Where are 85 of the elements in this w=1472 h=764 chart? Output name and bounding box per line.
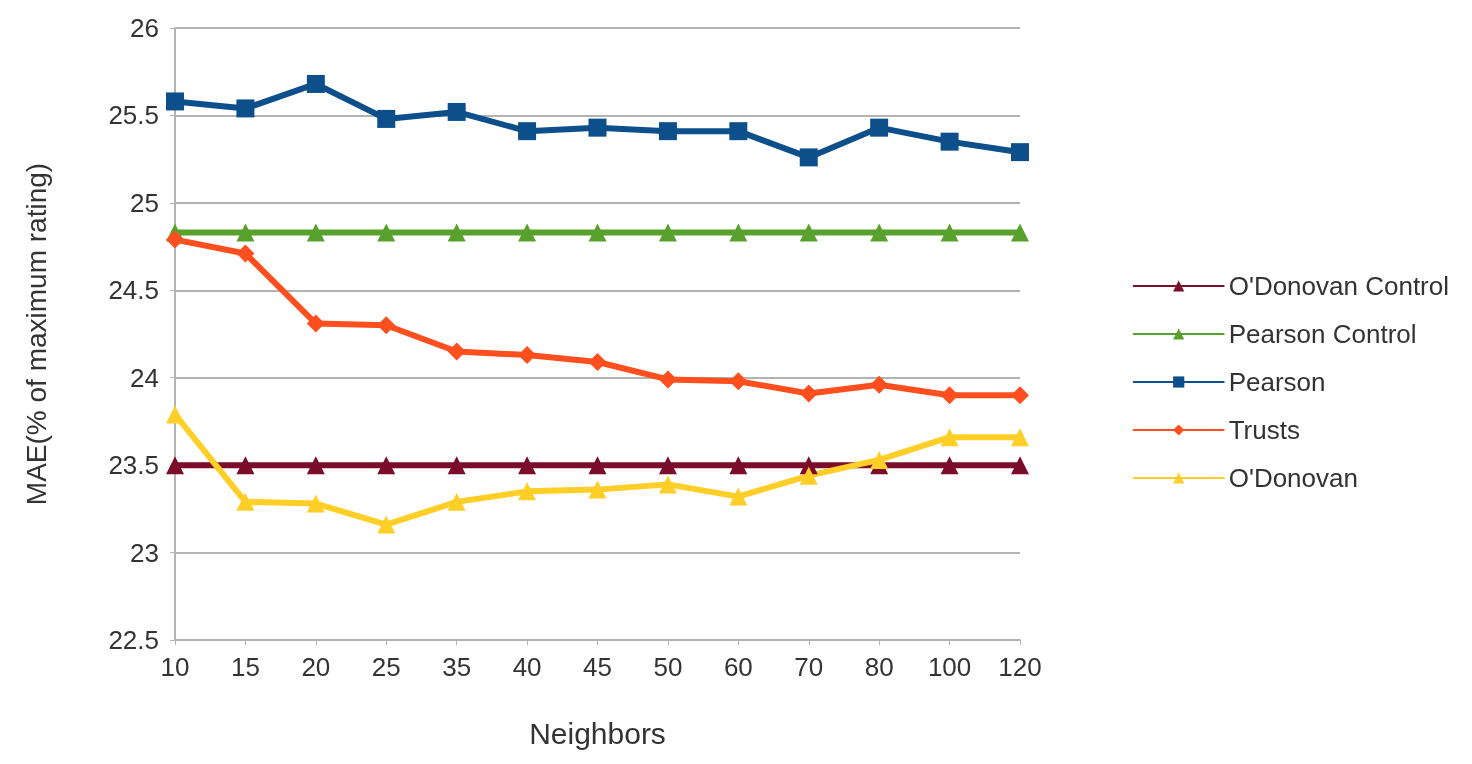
point [306,74,325,93]
point [870,118,889,137]
point [377,456,396,475]
point [447,492,466,511]
point [729,487,748,506]
point [588,480,607,499]
x-tick-label: 120 [998,652,1042,682]
point [447,223,466,242]
x-tick-label: 80 [864,652,894,682]
y-tick-label: 26 [130,13,159,43]
point [658,456,677,475]
x-tick-label: 60 [723,652,753,682]
x-tick-label: 45 [583,652,612,682]
point [588,456,607,475]
point [940,428,959,447]
legend-label: Trusts [1228,415,1300,445]
point [729,456,748,475]
point [377,223,396,242]
legend-label: Pearson Control [1228,319,1417,349]
x-tick-label: 20 [301,652,331,682]
y-tick-label: 24.5 [108,275,159,306]
x-tick-label: 50 [653,652,683,682]
x-tick-label: 70 [794,652,824,682]
x-tick-label: 25 [371,652,401,682]
point [940,456,959,475]
point [588,118,607,137]
point [236,99,255,118]
y-tick-label: 22.5 [108,625,159,655]
point [1011,143,1029,162]
point [870,450,889,469]
point [658,122,677,141]
point [940,132,959,151]
point [236,223,255,242]
point [518,482,537,501]
point [588,352,607,371]
y-tick-label: 24 [130,362,159,393]
x-axis-title: Neighbors [529,716,666,750]
point [236,456,255,475]
point [166,405,184,424]
point [166,92,184,111]
point [236,244,255,263]
point [588,223,607,242]
point [799,466,818,485]
point [377,109,396,128]
point [870,375,889,394]
point [658,475,677,494]
point [377,515,396,534]
point [870,223,889,242]
y-tick-label: 25.5 [108,100,159,131]
y-tick-label: 25 [130,187,159,218]
y-tick-label: 23 [130,537,159,568]
x-tick-label: 15 [230,652,260,682]
point [1011,456,1029,475]
point [518,223,537,242]
y-tick-label: 23.5 [108,450,159,481]
legend-label: Pearson [1228,367,1326,397]
point [166,230,184,249]
point [799,223,818,242]
point [306,494,325,513]
legend-label: O'Donovan [1228,463,1358,493]
point [658,223,677,242]
point [940,223,959,242]
point [729,122,748,141]
x-tick-label: 10 [160,652,190,682]
point [799,148,818,167]
x-tick-label: 35 [442,652,472,682]
point [1011,428,1029,447]
point [306,223,325,242]
point [306,456,325,475]
point [518,456,537,475]
point [166,456,184,475]
point [447,102,466,121]
point [306,314,325,333]
point [447,456,466,475]
x-tick-label: 100 [927,652,972,682]
point [729,223,748,242]
point [1011,223,1029,242]
x-tick-label: 40 [512,652,542,682]
point [799,384,818,403]
point [518,122,537,141]
y-axis-title: MAE(% of maximum rating) [20,162,52,506]
legend-label: O'Donovan Control [1228,271,1450,301]
point [236,492,255,511]
point [1011,386,1029,405]
point [658,370,677,389]
